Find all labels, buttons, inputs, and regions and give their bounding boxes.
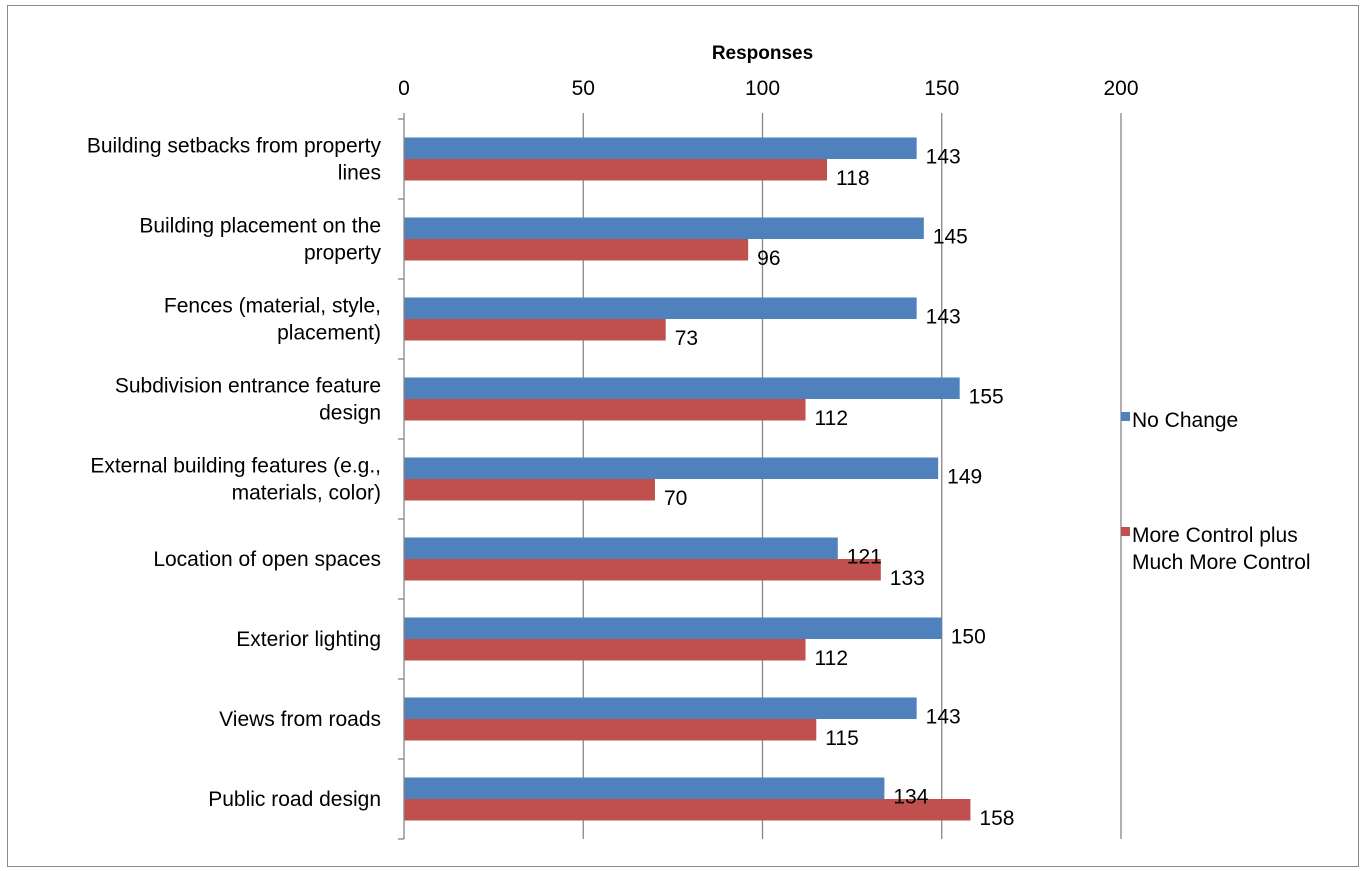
bar-more-control xyxy=(404,159,828,181)
bar-more-control xyxy=(404,719,817,741)
category-label: External building features (e.g., xyxy=(90,455,381,478)
data-label: 143 xyxy=(926,145,961,168)
category-label: Exterior lighting xyxy=(236,628,381,651)
bar-chart: 0 50 100 150 200 143 118 Building setbacks from… xyxy=(87,43,1311,840)
data-label: 145 xyxy=(933,225,968,248)
category-label: lines xyxy=(338,162,381,185)
data-label: 143 xyxy=(926,705,961,728)
legend-swatch xyxy=(1121,412,1130,421)
data-label: 150 xyxy=(951,625,986,648)
data-label: 115 xyxy=(825,727,858,750)
bar-no-change xyxy=(404,457,939,479)
category-label: materials, color) xyxy=(232,482,381,505)
axes xyxy=(398,113,1122,840)
category-label: Views from roads xyxy=(219,708,381,731)
bar-no-change xyxy=(404,537,838,559)
bar-more-control xyxy=(404,319,666,341)
data-label: 112 xyxy=(815,407,848,430)
legend-swatch xyxy=(1121,527,1130,536)
chart-frame: 0 50 100 150 200 143 118 Building setbacks from… xyxy=(7,5,1359,867)
category-label: Location of open spaces xyxy=(153,548,381,571)
data-label: 73 xyxy=(675,327,698,350)
category-label: Fences (material, style, xyxy=(164,295,381,318)
x-tick-label: 100 xyxy=(745,77,780,100)
bar-no-change xyxy=(404,377,960,399)
bar-more-control xyxy=(404,479,655,501)
bars xyxy=(404,137,971,821)
bar-more-control xyxy=(404,239,749,261)
bar-more-control xyxy=(404,399,806,421)
x-tick-label: 0 xyxy=(398,77,410,100)
data-label: 143 xyxy=(926,305,961,328)
category-label: Subdivision entrance feature xyxy=(115,375,381,398)
data-label: 96 xyxy=(757,247,780,270)
bar-more-control xyxy=(404,799,971,821)
category-label: Public road design xyxy=(208,788,381,811)
data-label: 112 xyxy=(815,647,848,670)
data-label: 149 xyxy=(947,465,982,488)
bar-no-change xyxy=(404,697,917,719)
category-label: design xyxy=(319,402,381,425)
category-label: Building placement on the xyxy=(139,215,381,238)
legend: No Change More Control plus Much More Cont… xyxy=(1121,409,1311,574)
x-tick-label: 150 xyxy=(924,77,959,100)
data-label: 155 xyxy=(969,385,1004,408)
x-tick-label: 200 xyxy=(1103,77,1138,100)
bar-more-control xyxy=(404,559,881,581)
bar-more-control xyxy=(404,639,806,661)
bar-no-change xyxy=(404,217,924,239)
category-label: placement) xyxy=(277,322,381,345)
legend-label: More Control plus xyxy=(1132,524,1298,547)
bar-no-change xyxy=(404,297,917,319)
data-label: 121 xyxy=(847,545,882,568)
labels: 0 50 100 150 200 143 118 Building setbacks from… xyxy=(87,77,1139,830)
bar-no-change xyxy=(404,617,942,639)
bar-no-change xyxy=(404,777,885,799)
category-label: Building setbacks from property xyxy=(87,135,382,158)
x-axis-title: Responses xyxy=(712,43,813,64)
data-label: 134 xyxy=(893,785,928,808)
legend-label: No Change xyxy=(1132,409,1238,432)
data-label: 118 xyxy=(836,167,869,190)
data-label: 133 xyxy=(890,567,925,590)
legend-label: Much More Control xyxy=(1132,551,1311,574)
x-tick-label: 50 xyxy=(572,77,595,100)
data-label: 70 xyxy=(664,487,687,510)
category-label: property xyxy=(304,242,382,265)
data-label: 158 xyxy=(979,807,1014,830)
bar-no-change xyxy=(404,137,917,159)
